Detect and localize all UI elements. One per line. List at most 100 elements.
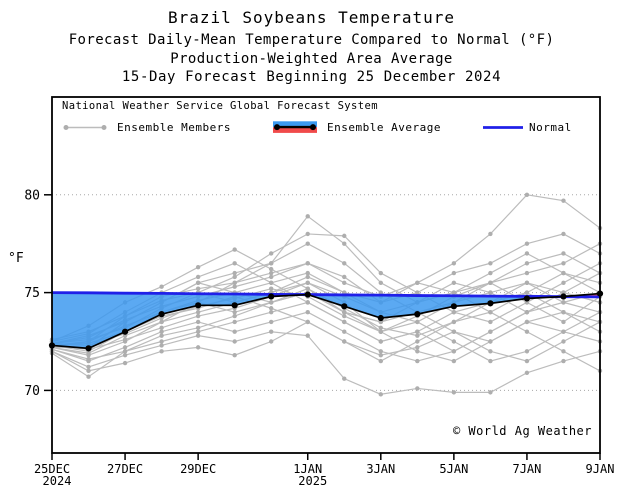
ensemble-member-point <box>159 319 164 325</box>
legend-swatch-members-dot <box>63 125 69 130</box>
chart-subtitle-2: Production-Weighted Area Average <box>170 51 453 67</box>
chart-subtitle-1: Forecast Daily-Mean Temperature Compared… <box>68 32 555 48</box>
ensemble-member-point <box>488 358 493 364</box>
plot-frame <box>51 96 601 454</box>
ensemble-average-point <box>341 303 348 310</box>
ensemble-member-point <box>524 261 530 266</box>
ensemble-member-point <box>342 329 347 334</box>
ensemble-member-point <box>305 241 310 246</box>
ensemble-member-point <box>451 349 457 354</box>
ensemble-member-point <box>122 349 128 354</box>
ensemble-average-point <box>450 303 457 310</box>
ensemble-member-point <box>86 364 91 370</box>
ensemble-member-point <box>305 309 310 315</box>
x-tick-label: 5JAN <box>439 462 468 476</box>
ensemble-member-point <box>415 280 420 286</box>
ensemble-member-point <box>561 261 566 266</box>
ensemble-member-point <box>342 233 347 239</box>
ensemble-member-point <box>451 358 457 364</box>
ensemble-member-point <box>488 349 493 354</box>
ensemble-member-point <box>378 349 383 354</box>
ensemble-member-point <box>561 358 566 364</box>
ensemble-member-point <box>269 261 274 266</box>
legend-label-ensemble-members: Ensemble Members <box>117 121 231 134</box>
ensemble-member-point <box>415 319 420 325</box>
ensemble-average-point <box>85 345 92 352</box>
ensemble-member-point <box>195 274 201 280</box>
x-tick-label: 27DEC <box>107 462 143 476</box>
ensemble-member-point <box>232 247 237 252</box>
ensemble-member-point <box>524 192 530 198</box>
ensemble-member-point <box>232 352 237 358</box>
ensemble-member-point <box>415 386 420 391</box>
legend-swatch-average-blue-band <box>273 121 317 128</box>
ensemble-member-point <box>451 270 457 276</box>
ensemble-member-point <box>451 339 457 344</box>
ensemble-member-point <box>524 290 530 295</box>
ensemble-member-point <box>561 319 566 325</box>
ensemble-member-point <box>342 280 347 286</box>
x-tick-label: 9JAN <box>586 462 615 476</box>
ensemble-average-line <box>51 292 601 350</box>
ensemble-member-point <box>269 274 274 280</box>
x-tick-label: 1JAN <box>293 462 322 476</box>
ensemble-member-point <box>122 337 128 342</box>
ensemble-member-point <box>159 325 164 331</box>
x-tick-label: 25DEC <box>34 462 70 476</box>
ensemble-member-point <box>269 300 274 305</box>
ensemble-member-point <box>159 329 164 334</box>
ensemble-member-point <box>524 329 530 334</box>
ensemble-member-point <box>451 319 457 325</box>
ensemble-member-point <box>195 345 201 350</box>
legend-header: National Weather Service Global Forecast… <box>62 100 378 112</box>
ensemble-member-point <box>159 343 164 348</box>
ensemble-member-point <box>524 358 530 364</box>
ensemble-average-point <box>268 293 275 300</box>
ensemble-member-point <box>195 280 201 286</box>
ensemble-member-point <box>561 270 566 276</box>
ensemble-member-point <box>342 376 347 381</box>
ensemble-member-point <box>561 280 566 286</box>
ensemble-member-point <box>378 270 383 276</box>
y-tick-label: 70 <box>24 384 40 399</box>
ensemble-member-point <box>232 274 237 280</box>
ensemble-average-point <box>377 314 384 322</box>
ensemble-member-point <box>488 280 493 286</box>
ensemble-member-line <box>51 243 601 354</box>
ensemble-member-point <box>342 339 347 344</box>
legend-label-normal: Normal <box>529 121 572 134</box>
ensemble-member-point <box>195 329 201 334</box>
ensemble-member-point <box>232 313 237 319</box>
x-tick-label: 29DEC <box>180 462 216 476</box>
ensemble-member-point <box>305 333 310 338</box>
ensemble-member-point <box>488 309 493 315</box>
ensemble-member-point <box>305 274 310 280</box>
legend-swatch-members-dot <box>101 125 107 130</box>
ensemble-average-point <box>304 291 311 298</box>
ensemble-member-point <box>561 329 566 334</box>
ensemble-member-point <box>269 266 274 272</box>
ensemble-member-point <box>195 286 201 291</box>
ensemble-member-point <box>269 280 274 286</box>
ensemble-member-point <box>195 325 201 331</box>
ensemble-member-point <box>524 309 530 315</box>
ensemble-member-line <box>51 282 601 347</box>
ensemble-member-point <box>561 309 566 315</box>
x-tick-year-label: 2025 <box>298 474 327 485</box>
ensemble-member-point <box>232 309 237 315</box>
legend-swatch-average-dot <box>310 124 316 131</box>
ensemble-member-point <box>159 284 164 289</box>
ensemble-member-point <box>342 241 347 246</box>
ensemble-member-point <box>122 345 128 350</box>
ensemble-member-point <box>232 261 237 266</box>
ensemble-member-point <box>451 329 457 334</box>
ensemble-member-point <box>378 358 383 364</box>
ensemble-member-point <box>342 261 347 266</box>
ensemble-member-point <box>561 349 566 354</box>
ensemble-member-point <box>451 280 457 286</box>
ensemble-member-point <box>86 351 91 356</box>
ensemble-member-point <box>122 360 128 366</box>
ensemble-average-point <box>231 302 238 309</box>
